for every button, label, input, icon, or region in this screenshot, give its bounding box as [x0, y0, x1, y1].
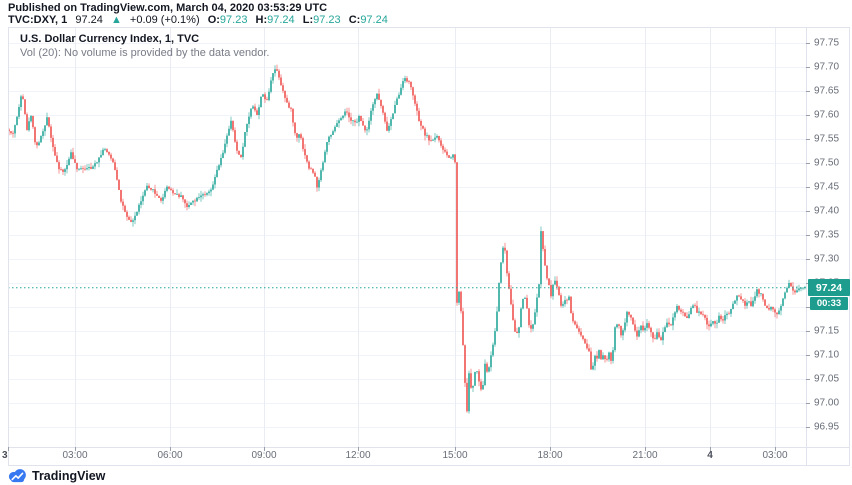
legend-volume-note: Vol (20): No volume is provided by the d… [20, 47, 270, 59]
price-axis-label: 97.65 [814, 85, 840, 97]
price-axis-label: 97.10 [814, 349, 840, 361]
time-axis-label: 06:00 [157, 450, 183, 461]
time-axis-label: 03:00 [62, 450, 88, 461]
price-axis-label: 97.30 [814, 253, 840, 265]
tradingview-cloud-icon [8, 468, 26, 482]
price-axis-label: 97.60 [814, 109, 840, 121]
symbol-name: TVC:DXY, 1 [8, 14, 68, 26]
low-label: L: [302, 14, 314, 26]
price-axis-label: 97.50 [814, 157, 840, 169]
close-value: 97.24 [360, 14, 388, 26]
time-axis-label: 4 [707, 450, 713, 461]
published-line: Published on TradingView.com, March 04, … [8, 2, 328, 14]
close-label: C: [348, 14, 361, 26]
up-triangle-icon: ▲ [110, 14, 122, 26]
bar-countdown-label: 00:33 [810, 297, 848, 310]
price-axis-label: 97.45 [814, 181, 840, 193]
current-price-label: 97.24 [808, 279, 850, 296]
time-axis-label: 3 [2, 450, 8, 461]
open-label: O: [207, 14, 220, 26]
time-axis-label: 18:00 [537, 450, 563, 461]
tradingview-logo-link[interactable]: TradingView [8, 466, 105, 485]
price-axis-label: 97.75 [814, 37, 840, 49]
time-axis-label: 12:00 [345, 450, 371, 461]
time-axis-label: 03:00 [762, 450, 788, 461]
price-axis-label: 97.15 [814, 325, 840, 337]
price-axis-label: 97.05 [814, 373, 840, 385]
price-axis-label: 96.95 [814, 421, 840, 433]
last-price: 97.24 [75, 14, 103, 26]
price-axis-label: 97.70 [814, 61, 840, 73]
price-change: +0.09 (+0.1%) [129, 14, 200, 26]
time-axis-label: 09:00 [251, 450, 277, 461]
low-value: 97.23 [313, 14, 341, 26]
high-value: 97.24 [267, 14, 295, 26]
open-value: 97.23 [219, 14, 248, 26]
price-axis-label: 97.40 [814, 205, 840, 217]
tradingview-brand-text: TradingView [32, 468, 106, 483]
legend-symbol-title: U.S. Dollar Currency Index, 1, TVC [20, 33, 200, 45]
chart-legend: U.S. Dollar Currency Index, 1, TVC Vol (… [20, 33, 269, 60]
price-axis-label: 97.00 [814, 397, 840, 409]
price-axis-label: 97.35 [814, 229, 840, 241]
price-axis-label: 97.55 [814, 133, 840, 145]
high-label: H: [255, 14, 268, 26]
symbol-info-line: TVC:DXY, 1 97.24 ▲ +0.09 (+0.1%) O:97.23… [8, 14, 388, 26]
time-axis-label: 21:00 [632, 450, 658, 461]
time-axis-label: 15:00 [442, 450, 468, 461]
chart-plot-area[interactable] [8, 27, 850, 466]
